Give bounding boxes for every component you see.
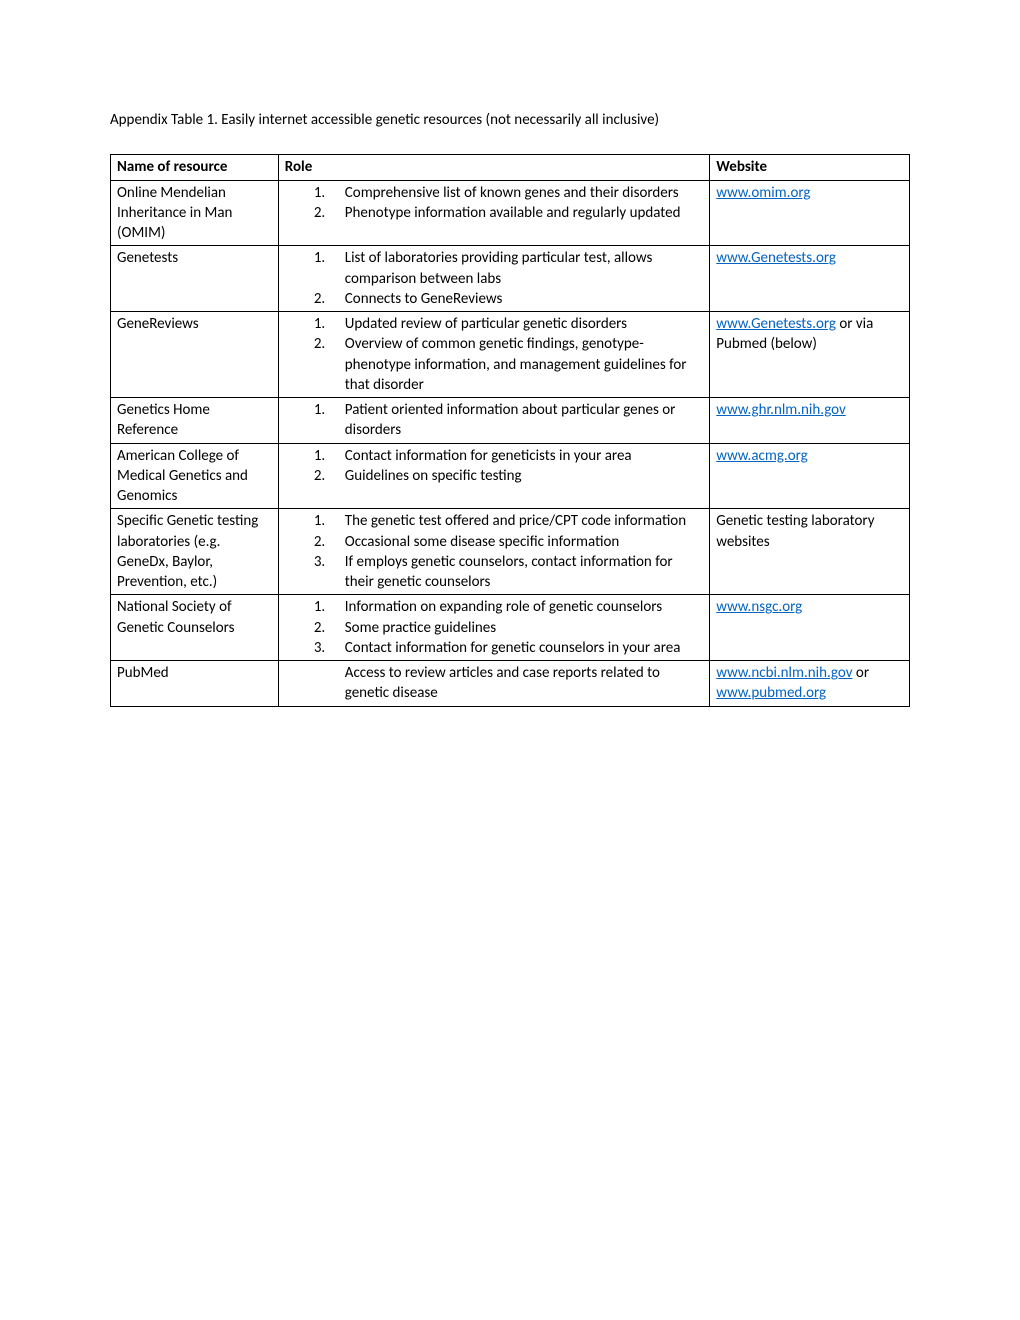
role-list-item: Guidelines on specific testing [339, 466, 703, 486]
cell-website: www.ncbi.nlm.nih.gov or www.pubmed.org [710, 661, 910, 707]
cell-resource-name: Online Mendelian Inheritance in Man (OMI… [111, 180, 279, 246]
table-row: American College of Medical Genetics and… [111, 443, 910, 509]
website-link[interactable]: www.nsgc.org [716, 598, 802, 616]
role-list: Updated review of particular genetic dis… [285, 314, 703, 395]
role-list-item: Occasional some disease specific informa… [339, 532, 703, 552]
role-list-item: Contact information for geneticists in y… [339, 446, 703, 466]
cell-website: www.Genetests.org [710, 246, 910, 312]
header-role: Role [278, 155, 709, 180]
role-list-item: Phenotype information available and regu… [339, 203, 703, 223]
cell-role: Access to review articles and case repor… [278, 661, 709, 707]
role-list: Patient oriented information about parti… [285, 400, 703, 441]
resources-table: Name of resource Role Website Online Men… [110, 154, 910, 706]
cell-website: www.acmg.org [710, 443, 910, 509]
role-list-item: Connects to GeneReviews [339, 289, 703, 309]
table-row: National Society of Genetic Counselors In… [111, 595, 910, 661]
role-list-item: The genetic test offered and price/CPT c… [339, 511, 703, 531]
role-list-item: Contact information for genetic counselo… [339, 638, 703, 658]
role-text: Access to review articles and case repor… [285, 663, 703, 704]
website-link[interactable]: www.Genetests.org [716, 315, 836, 333]
role-list-item: Some practice guidelines [339, 618, 703, 638]
role-list: Information on expanding role of genetic… [285, 597, 703, 658]
website-link[interactable]: www.Genetests.org [716, 249, 836, 267]
cell-resource-name: Genetests [111, 246, 279, 312]
website-link[interactable]: www.pubmed.org [716, 684, 826, 702]
role-list-item: Overview of common genetic findings, gen… [339, 334, 703, 395]
cell-role: Contact information for geneticists in y… [278, 443, 709, 509]
table-row: Online Mendelian Inheritance in Man (OMI… [111, 180, 910, 246]
table-row: Genetests List of laboratories providing … [111, 246, 910, 312]
role-list: The genetic test offered and price/CPT c… [285, 511, 703, 592]
role-list-item: Updated review of particular genetic dis… [339, 314, 703, 334]
cell-role: The genetic test offered and price/CPT c… [278, 509, 709, 595]
table-header-row: Name of resource Role Website [111, 155, 910, 180]
cell-role: Information on expanding role of genetic… [278, 595, 709, 661]
table-row: GeneReviews Updated review of particular … [111, 312, 910, 398]
cell-role: Comprehensive list of known genes and th… [278, 180, 709, 246]
table-caption: Appendix Table 1. Easily internet access… [110, 110, 910, 130]
role-list: Comprehensive list of known genes and th… [285, 183, 703, 224]
table-row: Specific Genetic testing laboratories (e… [111, 509, 910, 595]
role-list-item: Comprehensive list of known genes and th… [339, 183, 703, 203]
cell-role: Updated review of particular genetic dis… [278, 312, 709, 398]
role-list-item: Information on expanding role of genetic… [339, 597, 703, 617]
website-link[interactable]: www.acmg.org [716, 447, 807, 465]
cell-website: www.nsgc.org [710, 595, 910, 661]
cell-resource-name: PubMed [111, 661, 279, 707]
cell-resource-name: Specific Genetic testing laboratories (e… [111, 509, 279, 595]
role-list-item: List of laboratories providing particula… [339, 248, 703, 289]
cell-resource-name: National Society of Genetic Counselors [111, 595, 279, 661]
role-list: List of laboratories providing particula… [285, 248, 703, 309]
table-row: PubMedAccess to review articles and case… [111, 661, 910, 707]
cell-role: List of laboratories providing particula… [278, 246, 709, 312]
cell-role: Patient oriented information about parti… [278, 398, 709, 444]
cell-website: www.Genetests.org or via Pubmed (below) [710, 312, 910, 398]
header-name: Name of resource [111, 155, 279, 180]
cell-resource-name: American College of Medical Genetics and… [111, 443, 279, 509]
cell-resource-name: Genetics Home Reference [111, 398, 279, 444]
role-list-item: Patient oriented information about parti… [339, 400, 703, 441]
website-text: Genetic testing laboratory websites [716, 512, 874, 550]
cell-website: www.omim.org [710, 180, 910, 246]
website-link[interactable]: www.ghr.nlm.nih.gov [716, 401, 846, 419]
header-website: Website [710, 155, 910, 180]
role-list-item: If employs genetic counselors, contact i… [339, 552, 703, 593]
website-link[interactable]: www.omim.org [716, 184, 810, 202]
cell-resource-name: GeneReviews [111, 312, 279, 398]
cell-website: www.ghr.nlm.nih.gov [710, 398, 910, 444]
website-link[interactable]: www.ncbi.nlm.nih.gov [716, 664, 852, 682]
website-text: or [853, 664, 870, 682]
cell-website: Genetic testing laboratory websites [710, 509, 910, 595]
table-row: Genetics Home Reference Patient oriented … [111, 398, 910, 444]
role-list: Contact information for geneticists in y… [285, 446, 703, 487]
